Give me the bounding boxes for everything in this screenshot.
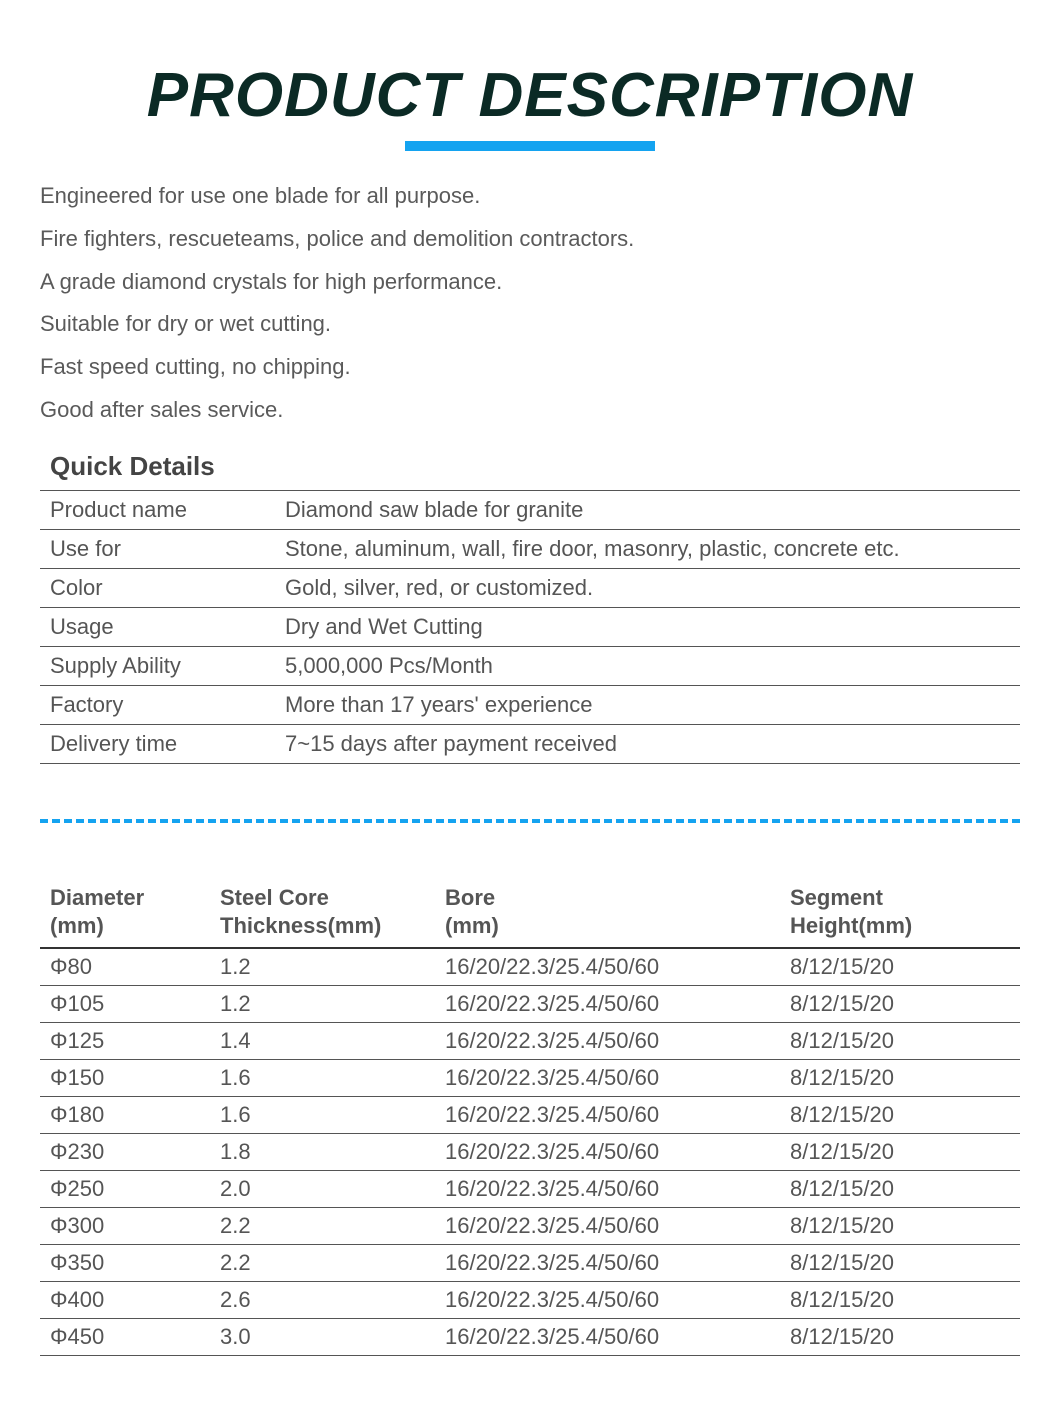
spec-cell-diameter: Φ400 xyxy=(40,1281,210,1318)
spec-cell-segment: 8/12/15/20 xyxy=(780,1244,1020,1281)
details-row: Supply Ability5,000,000 Pcs/Month xyxy=(40,646,1020,685)
spec-cell-thickness: 2.2 xyxy=(210,1207,435,1244)
details-value: Gold, silver, red, or customized. xyxy=(275,568,1020,607)
spec-cell-diameter: Φ450 xyxy=(40,1318,210,1355)
spec-col-segment: SegmentHeight(mm) xyxy=(780,878,1020,948)
spec-cell-bore: 16/20/22.3/25.4/50/60 xyxy=(435,1170,780,1207)
spec-row: Φ4503.016/20/22.3/25.4/50/608/12/15/20 xyxy=(40,1318,1020,1355)
spec-row: Φ1801.616/20/22.3/25.4/50/608/12/15/20 xyxy=(40,1096,1020,1133)
details-value: More than 17 years' experience xyxy=(275,685,1020,724)
spec-cell-diameter: Φ125 xyxy=(40,1022,210,1059)
details-value: 5,000,000 Pcs/Month xyxy=(275,646,1020,685)
spec-cell-thickness: 3.0 xyxy=(210,1318,435,1355)
details-label: Delivery time xyxy=(40,724,275,763)
details-row: ColorGold, silver, red, or customized. xyxy=(40,568,1020,607)
spec-cell-bore: 16/20/22.3/25.4/50/60 xyxy=(435,1207,780,1244)
spec-cell-bore: 16/20/22.3/25.4/50/60 xyxy=(435,1244,780,1281)
spec-row: Φ1251.416/20/22.3/25.4/50/608/12/15/20 xyxy=(40,1022,1020,1059)
title-block: PRODUCT DESCRIPTION xyxy=(40,60,1020,151)
spec-cell-segment: 8/12/15/20 xyxy=(780,1170,1020,1207)
page-title: PRODUCT DESCRIPTION xyxy=(147,60,913,131)
details-label: Color xyxy=(40,568,275,607)
details-value: Dry and Wet Cutting xyxy=(275,607,1020,646)
spec-cell-segment: 8/12/15/20 xyxy=(780,1022,1020,1059)
spec-cell-diameter: Φ250 xyxy=(40,1170,210,1207)
spec-cell-bore: 16/20/22.3/25.4/50/60 xyxy=(435,1022,780,1059)
details-label: Supply Ability xyxy=(40,646,275,685)
spec-cell-diameter: Φ150 xyxy=(40,1059,210,1096)
description-line: Good after sales service. xyxy=(40,395,1020,426)
details-label: Product name xyxy=(40,490,275,529)
spec-cell-bore: 16/20/22.3/25.4/50/60 xyxy=(435,948,780,986)
spec-row: Φ1051.216/20/22.3/25.4/50/608/12/15/20 xyxy=(40,985,1020,1022)
spec-cell-segment: 8/12/15/20 xyxy=(780,1318,1020,1355)
spec-cell-diameter: Φ350 xyxy=(40,1244,210,1281)
spec-cell-diameter: Φ80 xyxy=(40,948,210,986)
details-value: Diamond saw blade for granite xyxy=(275,490,1020,529)
spec-cell-thickness: 2.2 xyxy=(210,1244,435,1281)
description-line: Suitable for dry or wet cutting. xyxy=(40,309,1020,340)
details-label: Factory xyxy=(40,685,275,724)
spec-cell-segment: 8/12/15/20 xyxy=(780,1281,1020,1318)
spec-cell-bore: 16/20/22.3/25.4/50/60 xyxy=(435,1059,780,1096)
description-line: Engineered for use one blade for all pur… xyxy=(40,181,1020,212)
spec-cell-segment: 8/12/15/20 xyxy=(780,1207,1020,1244)
details-row: Delivery time7~15 days after payment rec… xyxy=(40,724,1020,763)
details-row: UsageDry and Wet Cutting xyxy=(40,607,1020,646)
spec-col-diameter: Diameter(mm) xyxy=(40,878,210,948)
description-line: A grade diamond crystals for high perfor… xyxy=(40,267,1020,298)
details-row: Product nameDiamond saw blade for granit… xyxy=(40,490,1020,529)
spec-cell-segment: 8/12/15/20 xyxy=(780,985,1020,1022)
spec-row: Φ3502.216/20/22.3/25.4/50/608/12/15/20 xyxy=(40,1244,1020,1281)
spec-row: Φ3002.216/20/22.3/25.4/50/608/12/15/20 xyxy=(40,1207,1020,1244)
details-value: 7~15 days after payment received xyxy=(275,724,1020,763)
spec-cell-thickness: 1.2 xyxy=(210,948,435,986)
spec-cell-thickness: 2.0 xyxy=(210,1170,435,1207)
title-underline xyxy=(405,141,655,151)
spec-cell-bore: 16/20/22.3/25.4/50/60 xyxy=(435,985,780,1022)
dashed-divider xyxy=(40,819,1020,823)
spec-cell-segment: 8/12/15/20 xyxy=(780,948,1020,986)
spec-cell-thickness: 2.6 xyxy=(210,1281,435,1318)
spec-row: Φ4002.616/20/22.3/25.4/50/608/12/15/20 xyxy=(40,1281,1020,1318)
description-line: Fast speed cutting, no chipping. xyxy=(40,352,1020,383)
details-label: Usage xyxy=(40,607,275,646)
spec-row: Φ2301.816/20/22.3/25.4/50/608/12/15/20 xyxy=(40,1133,1020,1170)
spec-col-bore: Bore (mm) xyxy=(435,878,780,948)
spec-row: Φ801.216/20/22.3/25.4/50/608/12/15/20 xyxy=(40,948,1020,986)
spec-cell-diameter: Φ300 xyxy=(40,1207,210,1244)
details-row: Use forStone, aluminum, wall, fire door,… xyxy=(40,529,1020,568)
spec-cell-segment: 8/12/15/20 xyxy=(780,1133,1020,1170)
spec-cell-thickness: 1.2 xyxy=(210,985,435,1022)
details-row: FactoryMore than 17 years' experience xyxy=(40,685,1020,724)
spec-table: Diameter(mm) Steel CoreThickness(mm) Bor… xyxy=(40,878,1020,1356)
spec-cell-diameter: Φ105 xyxy=(40,985,210,1022)
details-value: Stone, aluminum, wall, fire door, masonr… xyxy=(275,529,1020,568)
details-label: Use for xyxy=(40,529,275,568)
spec-cell-bore: 16/20/22.3/25.4/50/60 xyxy=(435,1096,780,1133)
spec-cell-thickness: 1.8 xyxy=(210,1133,435,1170)
spec-row: Φ2502.016/20/22.3/25.4/50/608/12/15/20 xyxy=(40,1170,1020,1207)
spec-cell-thickness: 1.4 xyxy=(210,1022,435,1059)
quick-details-heading: Quick Details xyxy=(50,451,1020,482)
quick-details-table: Product nameDiamond saw blade for granit… xyxy=(40,490,1020,764)
spec-col-thickness: Steel CoreThickness(mm) xyxy=(210,878,435,948)
spec-cell-thickness: 1.6 xyxy=(210,1059,435,1096)
spec-cell-thickness: 1.6 xyxy=(210,1096,435,1133)
description-list: Engineered for use one blade for all pur… xyxy=(40,181,1020,426)
spec-cell-bore: 16/20/22.3/25.4/50/60 xyxy=(435,1281,780,1318)
spec-cell-bore: 16/20/22.3/25.4/50/60 xyxy=(435,1133,780,1170)
spec-cell-bore: 16/20/22.3/25.4/50/60 xyxy=(435,1318,780,1355)
description-line: Fire fighters, rescueteams, police and d… xyxy=(40,224,1020,255)
spec-row: Φ1501.616/20/22.3/25.4/50/608/12/15/20 xyxy=(40,1059,1020,1096)
spec-cell-segment: 8/12/15/20 xyxy=(780,1059,1020,1096)
spec-header-row: Diameter(mm) Steel CoreThickness(mm) Bor… xyxy=(40,878,1020,948)
spec-cell-diameter: Φ180 xyxy=(40,1096,210,1133)
spec-cell-segment: 8/12/15/20 xyxy=(780,1096,1020,1133)
spec-cell-diameter: Φ230 xyxy=(40,1133,210,1170)
